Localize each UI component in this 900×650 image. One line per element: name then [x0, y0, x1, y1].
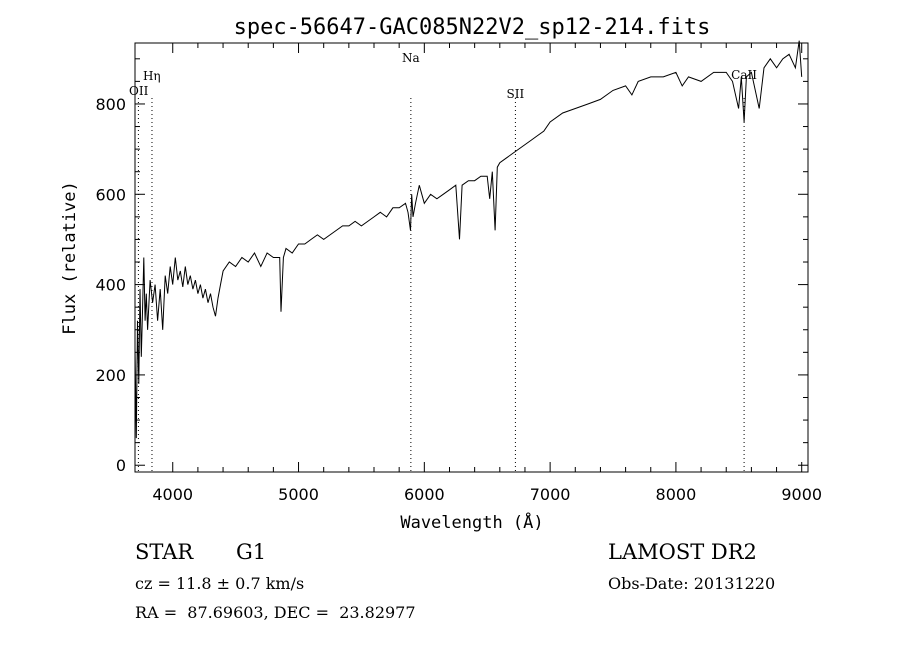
plot-frame: [134, 42, 809, 473]
object-class: STAR: [135, 540, 194, 564]
y-axis-label: Flux (relative): [60, 181, 80, 335]
coordinates: RA = 87.69603, DEC = 23.82977: [135, 603, 416, 622]
line-marker-label: SII: [507, 87, 525, 101]
x-tick-label: 8000: [656, 485, 697, 504]
line-marker-label: Na: [402, 51, 420, 65]
observation-date: Obs-Date: 20131220: [608, 574, 776, 593]
x-tick-label: 9000: [781, 485, 822, 504]
x-axis-label: Wavelength (Å): [400, 511, 543, 533]
y-tick-label: 0: [116, 456, 126, 475]
y-tick-label: 400: [95, 276, 126, 295]
x-tick-label: 6000: [404, 485, 445, 504]
x-tick-label: 7000: [530, 485, 571, 504]
line-marker-label: OII: [129, 84, 149, 98]
redshift-velocity: cz = 11.8 ± 0.7 km/s: [135, 574, 305, 593]
line-marker-label: Hη: [143, 69, 161, 83]
survey-name: LAMOST DR2: [608, 540, 757, 564]
chart-title: spec-56647-GAC085N22V2_sp12-214.fits: [234, 15, 711, 40]
x-tick-label: 5000: [278, 485, 319, 504]
axis-tick-labels: 4000 5000 6000 7000 8000 9000 0 200 400 600 800: [95, 95, 822, 504]
y-tick-label: 600: [95, 185, 126, 204]
line-marker-label: CaII: [731, 68, 757, 82]
axis-ticks: [135, 43, 808, 472]
y-tick-label: 200: [95, 366, 126, 385]
object-subclass: G1: [236, 540, 267, 564]
y-tick-label: 800: [95, 95, 126, 114]
spectrum-line: [134, 40, 803, 439]
x-tick-label: 4000: [152, 485, 193, 504]
